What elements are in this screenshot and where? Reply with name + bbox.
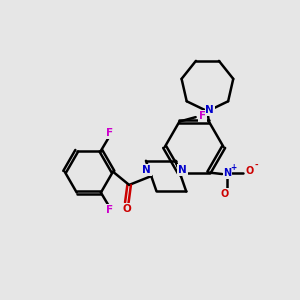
Text: N: N <box>206 105 214 115</box>
Text: N: N <box>224 168 232 178</box>
Text: O: O <box>246 166 254 176</box>
Text: F: F <box>106 205 113 215</box>
Text: -: - <box>255 160 258 169</box>
Text: +: + <box>230 163 236 172</box>
Text: F: F <box>199 111 206 121</box>
Text: O: O <box>122 204 131 214</box>
Text: N: N <box>178 165 187 175</box>
Text: F: F <box>106 128 113 138</box>
Text: N: N <box>142 165 151 175</box>
Text: O: O <box>220 189 229 199</box>
